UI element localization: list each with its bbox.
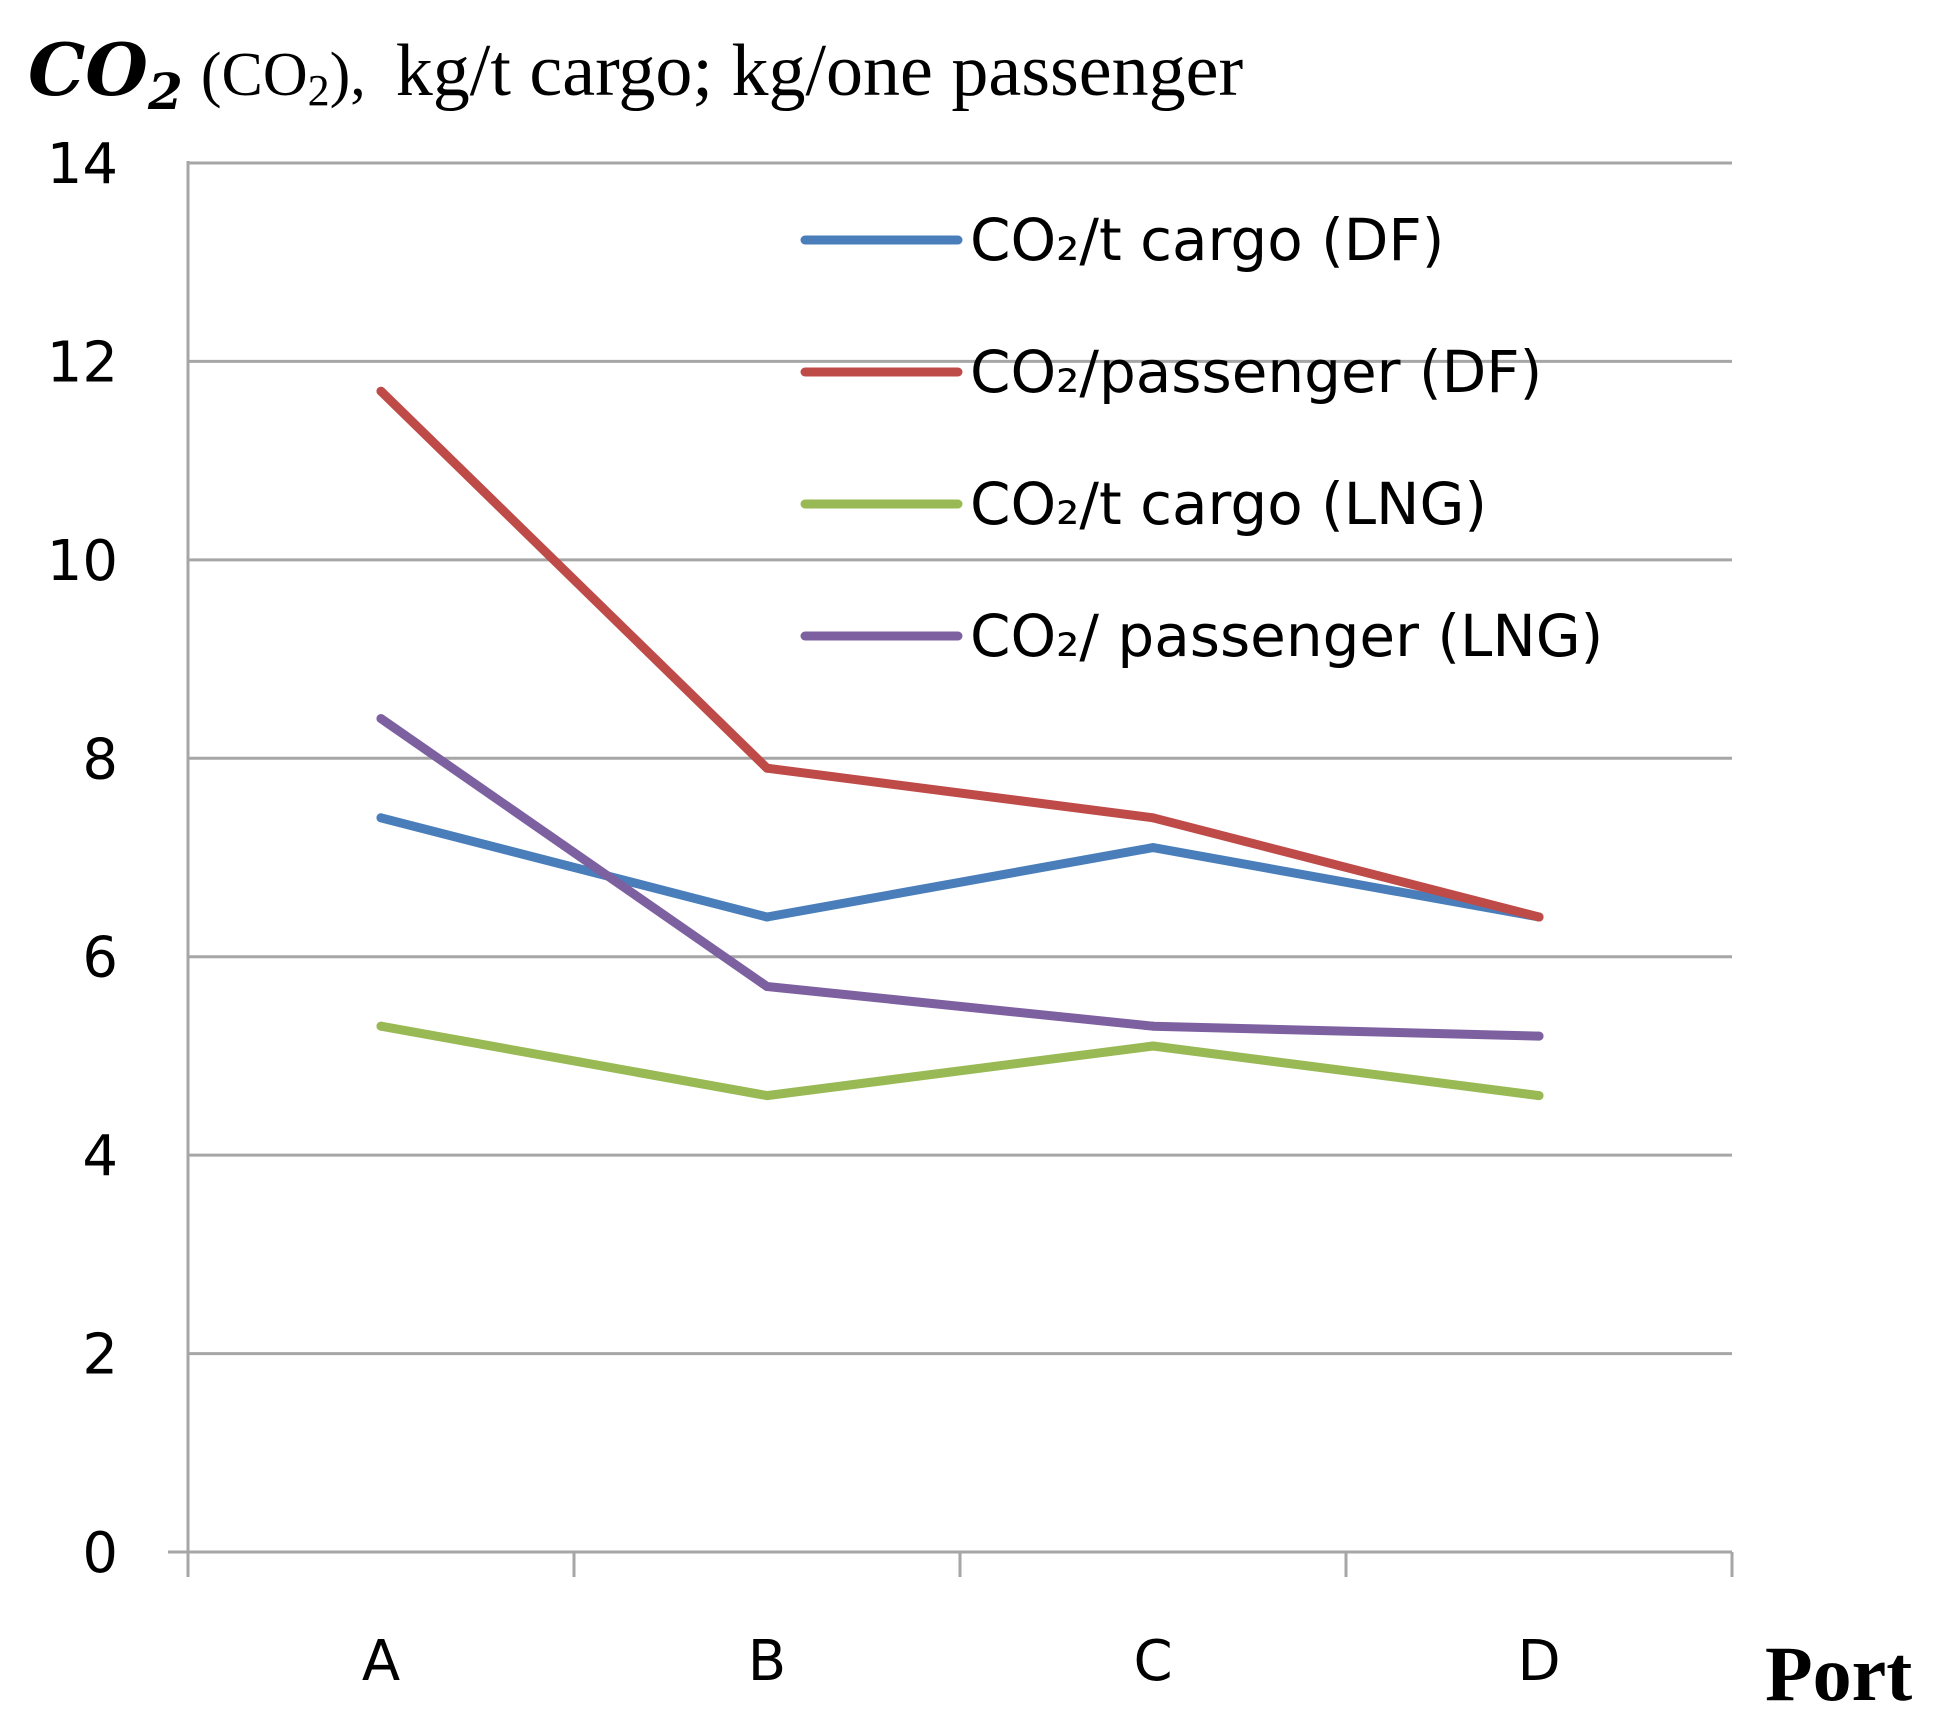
y-tick-label: 8: [82, 727, 118, 792]
title-symbol-sub: 2: [147, 62, 183, 121]
title-units: kg/t cargo; kg/one passenger: [396, 30, 1243, 112]
x-tick-label-B: B: [748, 1629, 786, 1694]
legend-label-3: CO₂/ passenger (LNG): [970, 602, 1603, 670]
data-point-s0-A: [376, 813, 386, 823]
series-line-2: [376, 1021, 1544, 1101]
data-point-s1-C: [1148, 813, 1158, 823]
y-tick-label: 6: [82, 926, 118, 991]
y-tick-label: 10: [47, 529, 118, 594]
title-paren-close: ),: [330, 41, 366, 109]
x-axis-label: Port: [1765, 1630, 1912, 1717]
title-paren-sub: 2: [308, 66, 330, 115]
data-point-s2-A: [376, 1021, 386, 1031]
x-tick-labels: A B C D: [362, 1629, 1561, 1694]
data-point-s0-C: [1148, 843, 1158, 853]
legend: CO₂/t cargo (DF) CO₂/passenger (DF) CO₂/t …: [800, 206, 1603, 670]
data-point-s2-B: [762, 1091, 772, 1101]
x-tick-label-C: C: [1133, 1629, 1172, 1694]
data-point-s3-C: [1148, 1021, 1158, 1031]
series-line-1: [376, 386, 1544, 922]
data-point-s1-B: [762, 763, 772, 773]
data-point-s0-B: [762, 912, 772, 922]
x-tick-label-A: A: [362, 1629, 400, 1694]
chart-title: CO2 (CO2), kg/t cargo; kg/one passenger: [28, 27, 1243, 121]
series-line-3: [376, 714, 1544, 1041]
title-symbol: CO: [28, 27, 148, 112]
data-point-s1-A: [376, 386, 386, 396]
legend-label-0: CO₂/t cargo (DF): [970, 206, 1444, 274]
y-tick-label: 0: [82, 1521, 118, 1586]
series-lines: [376, 386, 1544, 1101]
legend-label-1: CO₂/passenger (DF): [970, 338, 1542, 406]
data-point-s3-D: [1534, 1031, 1544, 1041]
series-line-0: [376, 813, 1544, 922]
legend-label-2: CO₂/t cargo (LNG): [970, 470, 1487, 538]
y-tick-label: 2: [82, 1323, 118, 1388]
y-tick-label: 12: [47, 330, 118, 395]
y-tick-labels: 0 2 4 6 8 10 12 14: [47, 132, 118, 1586]
axes: [168, 161, 1734, 1577]
y-tick-label: 4: [82, 1124, 118, 1189]
data-point-s3-A: [376, 714, 386, 724]
x-tick-label-D: D: [1517, 1629, 1560, 1694]
y-tick-label: 14: [47, 132, 118, 197]
data-point-s2-C: [1148, 1041, 1158, 1051]
data-point-s3-B: [762, 981, 772, 991]
title-paren-text: (CO: [201, 41, 308, 109]
data-point-s2-D: [1534, 1091, 1544, 1101]
data-point-s1-D: [1534, 912, 1544, 922]
